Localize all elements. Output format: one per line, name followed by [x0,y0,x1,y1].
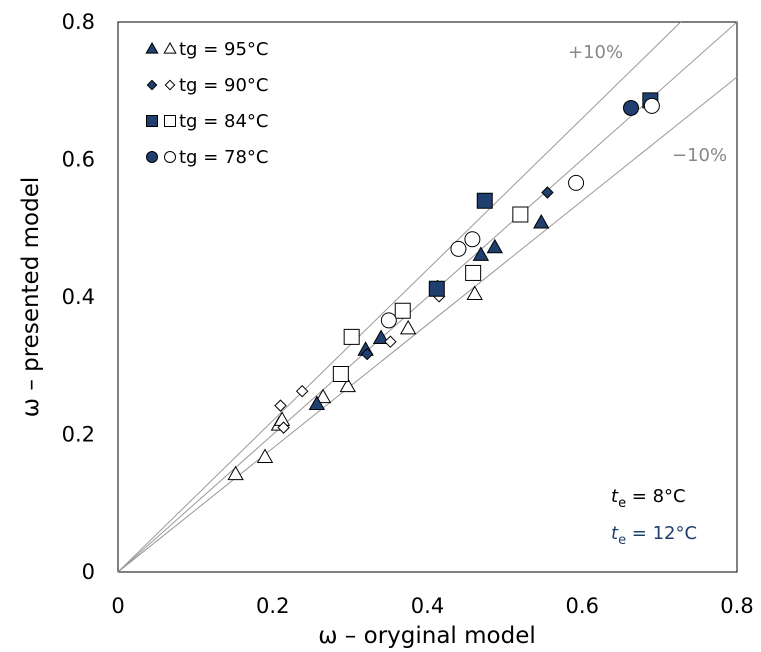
x-tick-label: 0.6 [566,594,599,618]
legend-marker-open [164,115,176,127]
y-axis-label: ω – presented model [18,177,44,418]
triangle-point-te12 [308,395,326,410]
square-point-te8 [394,302,411,319]
diamond-point-te8 [384,335,397,348]
data-points [227,92,660,481]
triangle-point-te8 [314,388,332,404]
y-tick-label: 0 [82,560,95,584]
triangle-point-te8 [339,377,357,393]
circle-point-te8 [643,97,660,114]
x-tick-label: 0.4 [411,594,444,618]
diamond-point-te8 [274,399,287,412]
triangle-point-te12 [486,238,504,254]
legend-marker-filled [146,151,158,163]
legend: tg = 95°C tg = 90°C tg = 84°C tg = 78°C [145,39,268,168]
reference-line-2 [117,76,738,573]
circle-point-te8 [568,174,585,191]
triangle-point-te8 [227,465,244,481]
circle-point-te8 [380,312,397,329]
legend-marker-filled [145,41,159,54]
axis-ticks: 0 0.2 0.4 0.6 0.8 0 0.2 0.4 0.6 0.8 [62,10,754,618]
te8-annotation: te = 8°C [611,486,686,511]
x-axis-label: ω – oryginal model [318,623,536,649]
legend-label: tg = 78°C [179,147,268,168]
legend-marker-open [164,79,176,91]
triangle-point-te8 [399,319,417,335]
circle-point-te8 [464,231,481,248]
legend-marker-open [164,151,176,163]
diamond-point-te8 [295,384,309,398]
y-tick-label: 0.4 [62,285,95,309]
legend-marker-filled [146,115,158,127]
y-tick-label: 0.2 [62,423,95,447]
te12-annotation: te = 12°C [611,523,697,548]
square-point-te8 [332,366,349,382]
y-tick-label: 0.6 [62,148,95,172]
legend-label: tg = 84°C [179,111,268,132]
triangle-point-te8 [466,285,483,300]
circle-point-te8 [450,240,467,257]
legend-label: tg = 95°C [179,39,268,60]
legend-marker-filled [146,79,158,91]
diamond-point-te12 [541,186,554,199]
reference-line-0 [117,21,682,573]
legend-marker-open [163,41,177,54]
square-point-te8 [512,206,529,223]
ref-label-plus10: +10% [568,42,623,63]
square-point-te12 [428,280,445,297]
triangle-point-te8 [256,448,274,463]
square-point-te12 [476,192,493,209]
x-tick-label: 0.8 [720,594,753,618]
triangle-point-te12 [533,214,550,229]
square-point-te8 [343,328,360,345]
circle-point-te12 [622,99,639,116]
y-tick-label: 0.8 [62,10,95,34]
ref-label-minus10: −10% [672,145,727,166]
triangle-point-te12 [472,246,490,261]
triangle-point-te12 [372,329,390,344]
square-point-te8 [465,264,482,281]
diamond-point-te12 [360,347,374,361]
legend-label: tg = 90°C [179,75,268,96]
x-tick-label: 0.2 [256,594,289,618]
x-tick-label: 0 [111,594,124,618]
diamond-point-te8 [277,421,290,434]
